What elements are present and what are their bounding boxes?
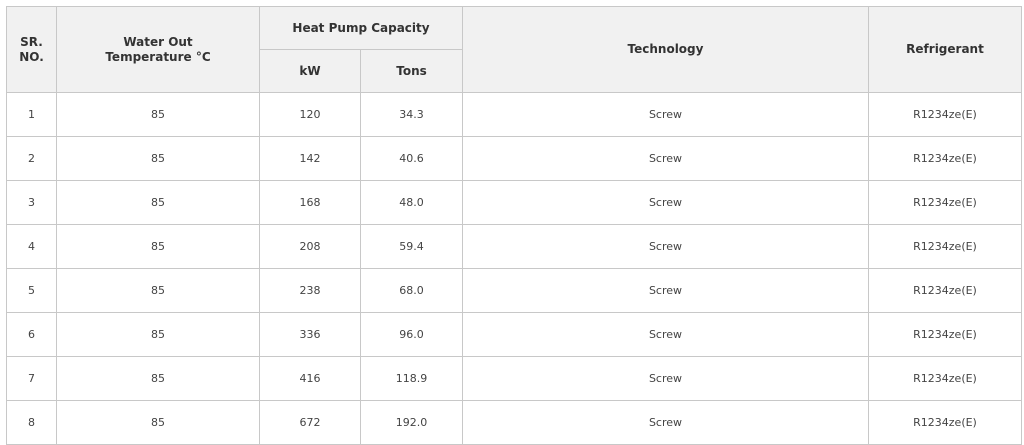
cell-tons: 68.0 bbox=[360, 268, 463, 313]
cell-tons: 59.4 bbox=[360, 224, 463, 269]
cell-technology: Screw bbox=[462, 136, 869, 181]
cell-kw: 208 bbox=[259, 224, 361, 269]
cell-tons: 40.6 bbox=[360, 136, 463, 181]
cell-tons: 118.9 bbox=[360, 356, 463, 401]
cell-sr-no: 1 bbox=[6, 92, 57, 137]
cell-sr-no: 3 bbox=[6, 180, 57, 225]
table-row: 6 85 336 96.0 Screw R1234ze(E) bbox=[6, 312, 1022, 357]
cell-kw: 142 bbox=[259, 136, 361, 181]
cell-tons: 96.0 bbox=[360, 312, 463, 357]
cell-tons: 192.0 bbox=[360, 400, 463, 445]
cell-tons: 34.3 bbox=[360, 92, 463, 137]
cell-water-out: 85 bbox=[56, 268, 260, 313]
header-sr-no: SR. NO. bbox=[6, 6, 57, 93]
header-row-top: SR. NO. Water Out Temperature °C Heat Pu… bbox=[6, 6, 1022, 93]
header-water-out-temperature: Water Out Temperature °C bbox=[56, 6, 260, 93]
cell-refrigerant: R1234ze(E) bbox=[868, 224, 1022, 269]
cell-sr-no: 5 bbox=[6, 268, 57, 313]
cell-technology: Screw bbox=[462, 92, 869, 137]
cell-tons: 48.0 bbox=[360, 180, 463, 225]
table-row: 4 85 208 59.4 Screw R1234ze(E) bbox=[6, 224, 1022, 269]
cell-technology: Screw bbox=[462, 312, 869, 357]
cell-sr-no: 8 bbox=[6, 400, 57, 445]
cell-kw: 416 bbox=[259, 356, 361, 401]
header-sr-line1: SR. bbox=[20, 34, 43, 49]
table-body: 1 85 120 34.3 Screw R1234ze(E) 2 85 142 … bbox=[6, 92, 1022, 445]
cell-refrigerant: R1234ze(E) bbox=[868, 400, 1022, 445]
cell-refrigerant: R1234ze(E) bbox=[868, 136, 1022, 181]
header-water-out-line1: Water Out bbox=[123, 34, 193, 49]
cell-water-out: 85 bbox=[56, 312, 260, 357]
cell-refrigerant: R1234ze(E) bbox=[868, 356, 1022, 401]
cell-water-out: 85 bbox=[56, 136, 260, 181]
table-row: 2 85 142 40.6 Screw R1234ze(E) bbox=[6, 136, 1022, 181]
cell-kw: 336 bbox=[259, 312, 361, 357]
header-technology: Technology bbox=[462, 6, 869, 93]
header-kw: kW bbox=[259, 49, 361, 93]
header-water-out-line2: Temperature °C bbox=[105, 49, 211, 64]
header-row-sub: kW Tons bbox=[7, 49, 1022, 93]
cell-sr-no: 6 bbox=[6, 312, 57, 357]
cell-kw: 238 bbox=[259, 268, 361, 313]
table-row: 5 85 238 68.0 Screw R1234ze(E) bbox=[6, 268, 1022, 313]
table-header: SR. NO. Water Out Temperature °C Heat Pu… bbox=[6, 6, 1022, 93]
cell-technology: Screw bbox=[462, 268, 869, 313]
table-row: 3 85 168 48.0 Screw R1234ze(E) bbox=[6, 180, 1022, 225]
cell-water-out: 85 bbox=[56, 400, 260, 445]
cell-kw: 672 bbox=[259, 400, 361, 445]
header-tons: Tons bbox=[360, 49, 463, 93]
header-refrigerant: Refrigerant bbox=[868, 6, 1022, 93]
heat-pump-spec-table: SR. NO. Water Out Temperature °C Heat Pu… bbox=[6, 6, 1022, 445]
cell-water-out: 85 bbox=[56, 180, 260, 225]
cell-refrigerant: R1234ze(E) bbox=[868, 92, 1022, 137]
cell-refrigerant: R1234ze(E) bbox=[868, 180, 1022, 225]
cell-technology: Screw bbox=[462, 356, 869, 401]
cell-water-out: 85 bbox=[56, 92, 260, 137]
cell-technology: Screw bbox=[462, 400, 869, 445]
cell-sr-no: 4 bbox=[6, 224, 57, 269]
cell-water-out: 85 bbox=[56, 224, 260, 269]
table-row: 8 85 672 192.0 Screw R1234ze(E) bbox=[6, 400, 1022, 445]
cell-water-out: 85 bbox=[56, 356, 260, 401]
cell-kw: 120 bbox=[259, 92, 361, 137]
header-heat-pump-capacity: Heat Pump Capacity bbox=[259, 6, 463, 50]
table-row: 7 85 416 118.9 Screw R1234ze(E) bbox=[6, 356, 1022, 401]
cell-sr-no: 2 bbox=[6, 136, 57, 181]
cell-technology: Screw bbox=[462, 224, 869, 269]
header-sr-line2: NO. bbox=[19, 49, 44, 64]
cell-sr-no: 7 bbox=[6, 356, 57, 401]
cell-kw: 168 bbox=[259, 180, 361, 225]
cell-refrigerant: R1234ze(E) bbox=[868, 312, 1022, 357]
cell-refrigerant: R1234ze(E) bbox=[868, 268, 1022, 313]
table-row: 1 85 120 34.3 Screw R1234ze(E) bbox=[6, 92, 1022, 137]
cell-technology: Screw bbox=[462, 180, 869, 225]
